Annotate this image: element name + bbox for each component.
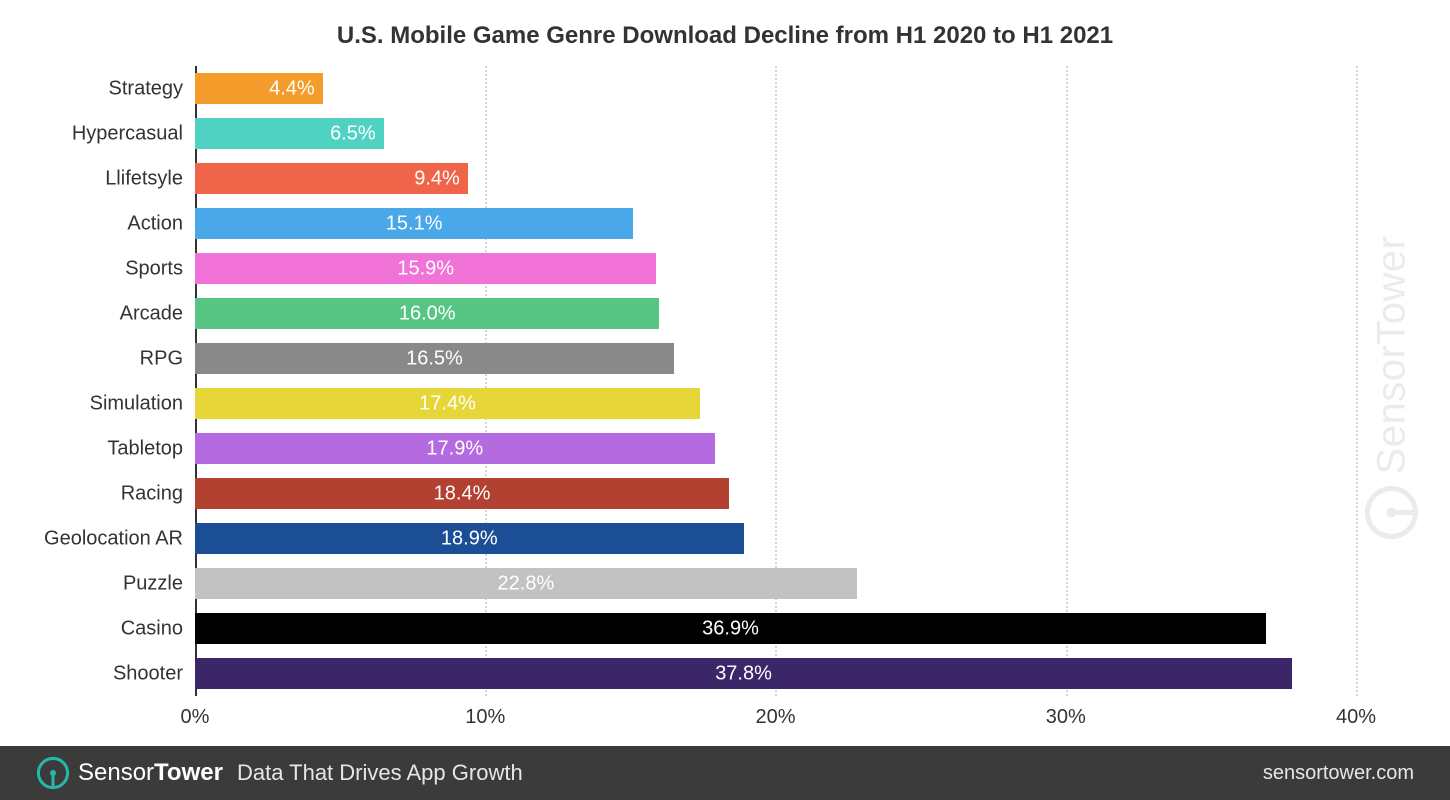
x-tick-label: 0%: [181, 706, 210, 729]
bar-value-label: 16.5%: [406, 347, 463, 370]
bar-value-label: 17.9%: [426, 437, 483, 460]
bar-value-label: 17.4%: [419, 392, 476, 415]
bar-row: 37.8%: [195, 658, 1385, 690]
bar-value-label: 37.8%: [715, 662, 772, 685]
grid-line: [485, 66, 487, 696]
grid-line: [775, 66, 777, 696]
watermark: SensorTower: [1364, 236, 1420, 541]
category-label: Llifetsyle: [105, 167, 183, 190]
bar-row: 16.0%: [195, 298, 1385, 330]
category-label: Hypercasual: [72, 122, 183, 145]
bar-row: 18.4%: [195, 478, 1385, 510]
category-label: Simulation: [90, 392, 183, 415]
bar-row: 22.8%: [195, 568, 1385, 600]
page: U.S. Mobile Game Genre Download Decline …: [0, 0, 1450, 800]
footer-brand: SensorTower: [36, 756, 223, 790]
bar-value-label: 22.8%: [498, 572, 555, 595]
watermark-text: SensorTower: [1369, 236, 1414, 475]
category-label: RPG: [140, 347, 183, 370]
footer-left: SensorTower Data That Drives App Growth: [36, 756, 523, 790]
category-label: Casino: [121, 617, 183, 640]
category-label: Geolocation AR: [44, 527, 183, 550]
category-label: Racing: [121, 482, 183, 505]
bar-value-label: 18.4%: [434, 482, 491, 505]
x-tick-label: 10%: [465, 706, 505, 729]
footer: SensorTower Data That Drives App Growth …: [0, 746, 1450, 800]
bar-row: 6.5%: [195, 118, 1385, 150]
bar-row: 15.9%: [195, 253, 1385, 285]
grid-line: [1356, 66, 1358, 696]
x-tick-label: 30%: [1046, 706, 1086, 729]
category-label: Sports: [125, 257, 183, 280]
watermark-logo-icon: [1364, 484, 1420, 540]
y-axis: [195, 66, 197, 696]
bar-row: 17.4%: [195, 388, 1385, 420]
bar-value-label: 16.0%: [399, 302, 456, 325]
x-tick-label: 40%: [1336, 706, 1376, 729]
category-label: Shooter: [113, 662, 183, 685]
category-label: Action: [127, 212, 183, 235]
bar-row: 4.4%: [195, 73, 1385, 105]
category-label: Tabletop: [107, 437, 183, 460]
x-tick-label: 20%: [755, 706, 795, 729]
sensortower-logo-icon: [36, 756, 70, 790]
bar-value-label: 36.9%: [702, 617, 759, 640]
footer-tagline: Data That Drives App Growth: [237, 760, 523, 786]
category-label: Strategy: [109, 77, 183, 100]
bar-value-label: 6.5%: [330, 122, 376, 145]
bar-value-label: 18.9%: [441, 527, 498, 550]
chart-title: U.S. Mobile Game Genre Download Decline …: [0, 22, 1450, 50]
bar-row: 36.9%: [195, 613, 1385, 645]
bar-value-label: 15.1%: [386, 212, 443, 235]
plot-area: 4.4% 6.5% 9.4% 15.1% 15.9% 16.0% 16.5% 17.4% 17.…: [195, 66, 1385, 696]
bar-row: 17.9%: [195, 433, 1385, 465]
category-label: Arcade: [120, 302, 183, 325]
grid-line: [1066, 66, 1068, 696]
footer-brand-text: SensorTower: [78, 759, 223, 787]
bar-value-label: 15.9%: [397, 257, 454, 280]
bar-value-label: 9.4%: [414, 167, 460, 190]
category-label: Puzzle: [123, 572, 183, 595]
footer-url: sensortower.com: [1263, 762, 1414, 785]
bar-value-label: 4.4%: [269, 77, 315, 100]
bar-row: 15.1%: [195, 208, 1385, 240]
bar-row: 9.4%: [195, 163, 1385, 195]
bar-row: 16.5%: [195, 343, 1385, 375]
bar-row: 18.9%: [195, 523, 1385, 555]
